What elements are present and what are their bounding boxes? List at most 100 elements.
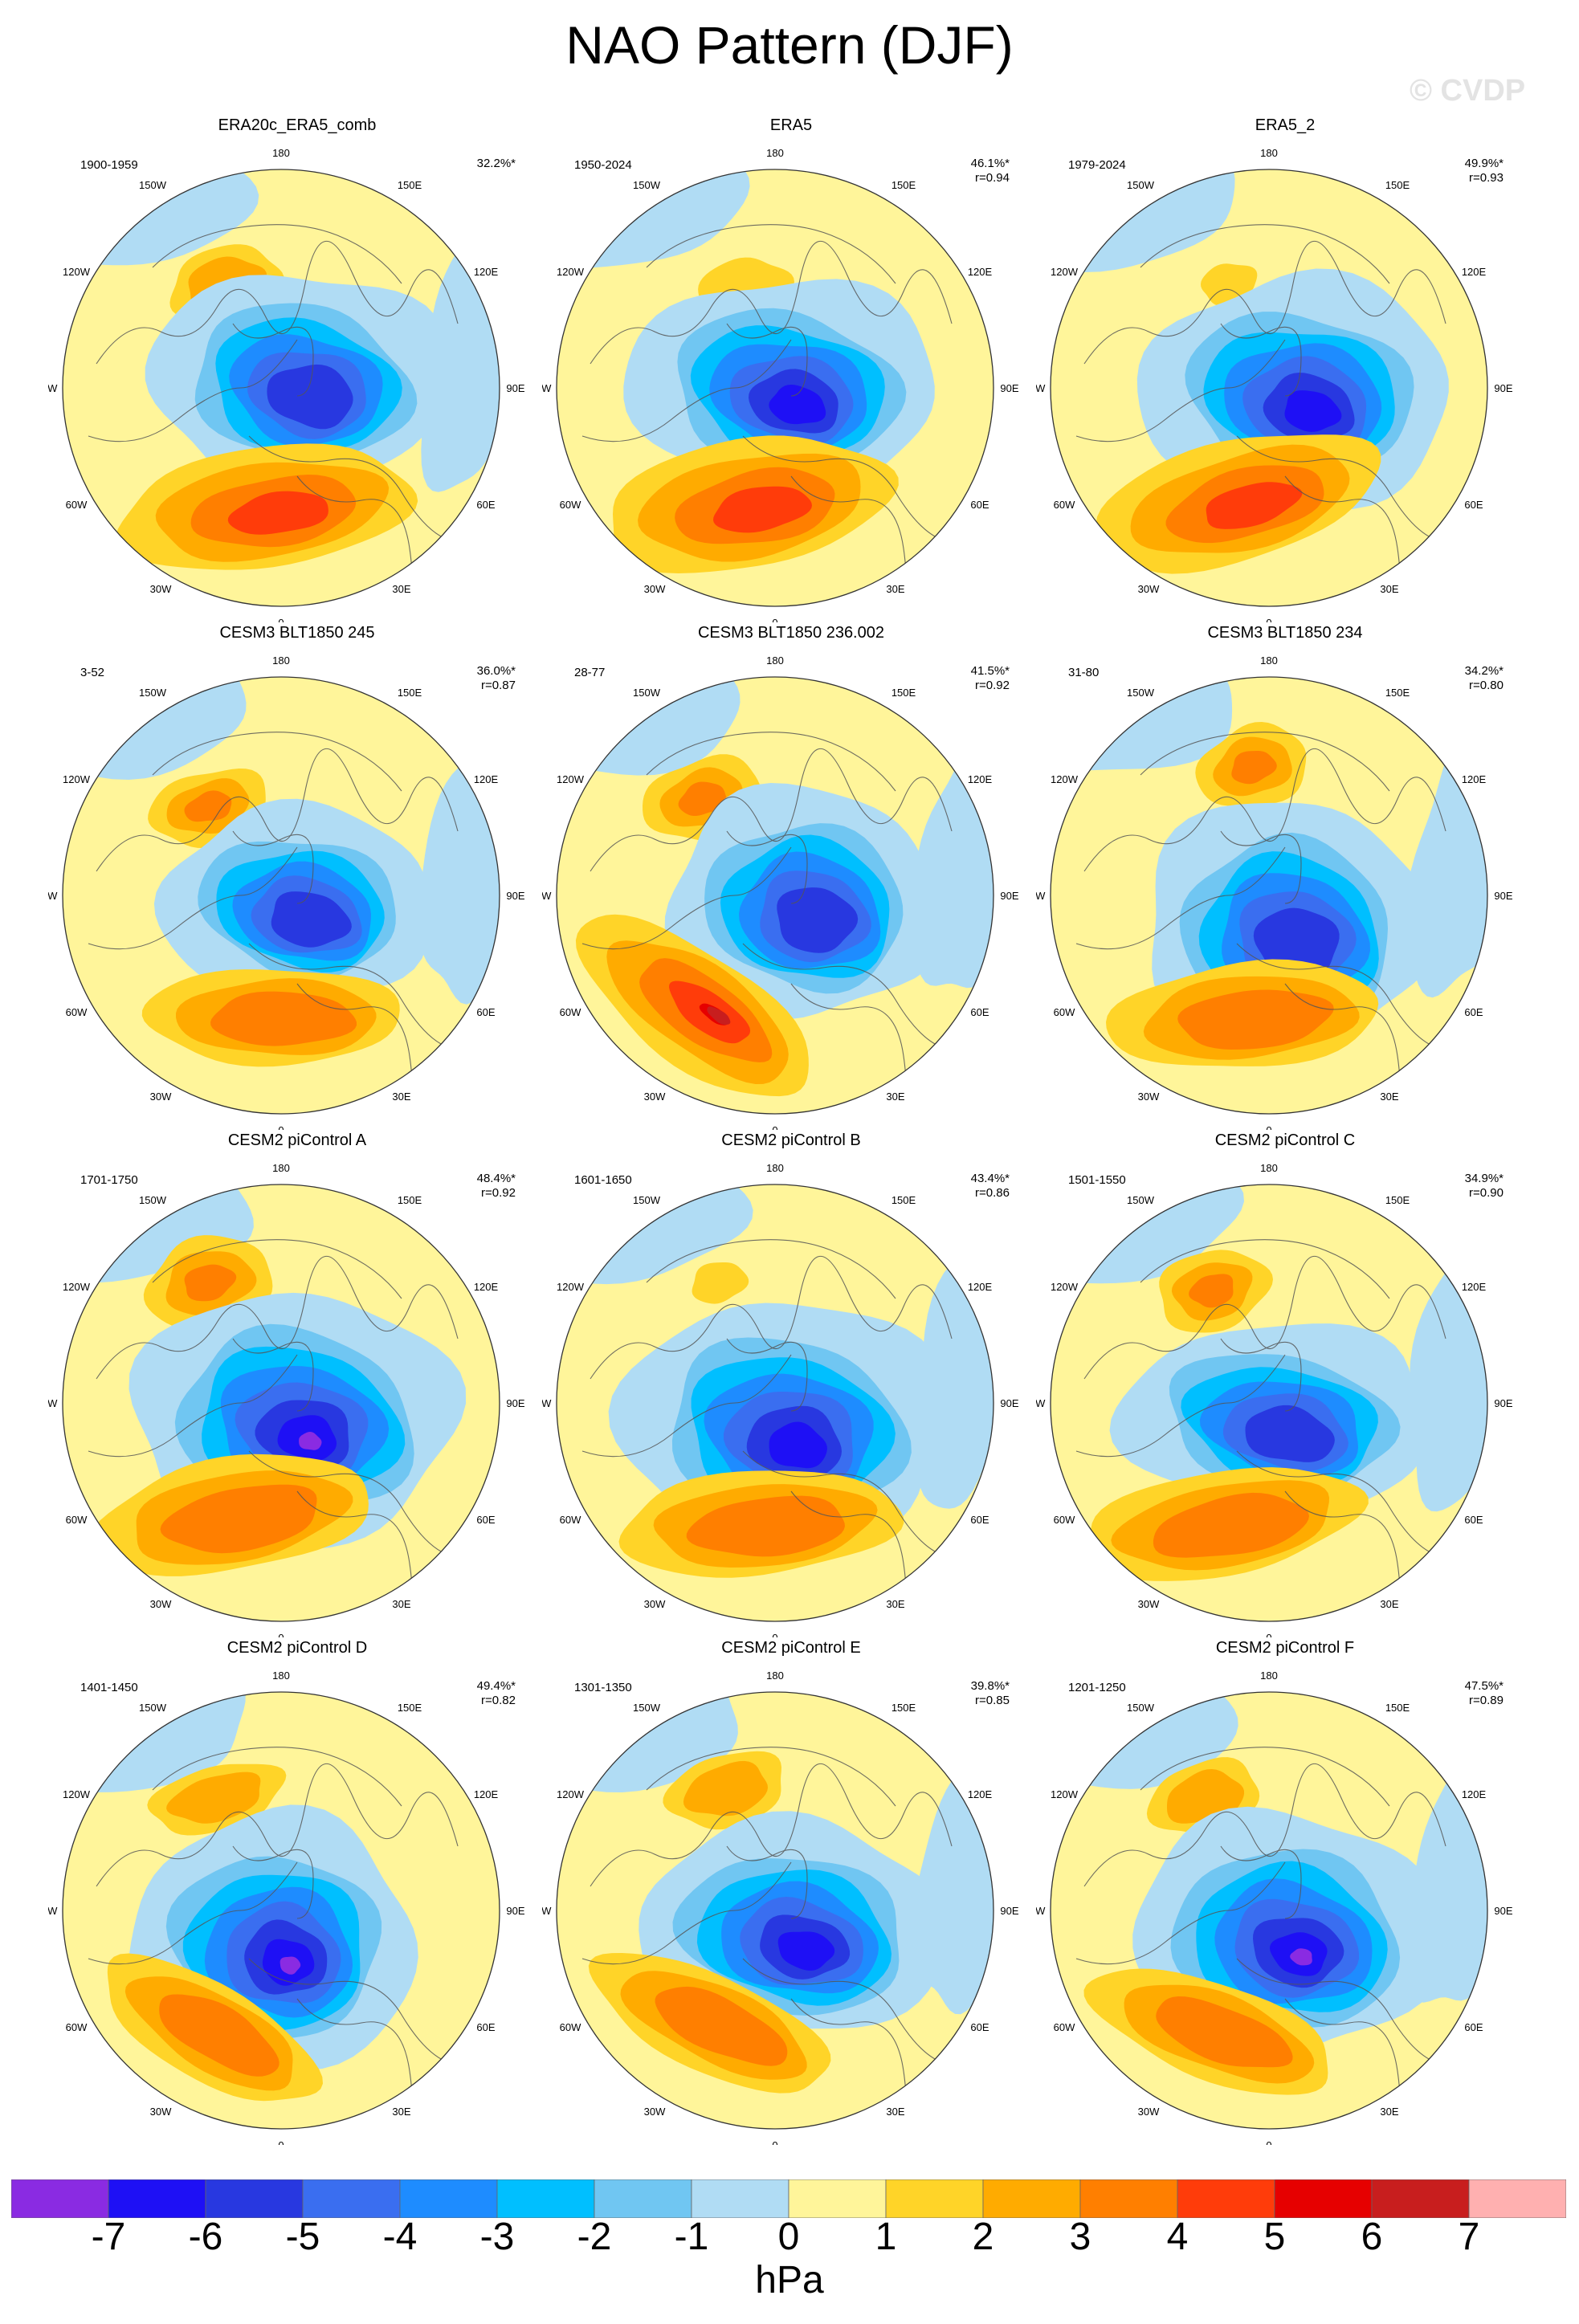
longitude-label: 0 [278, 1632, 284, 1637]
contour-region [271, 891, 352, 948]
panel-title: ERA5 [769, 116, 813, 134]
panel-years: 1301-1350 [574, 1681, 632, 1694]
longitude-label: 30W [644, 1091, 666, 1103]
panel-stats: 48.4%* r=0.92 [435, 1172, 516, 1201]
contour-region [1156, 1996, 1293, 2068]
colorbar-tick-label: 3 [1069, 2216, 1091, 2258]
coastlines [581, 732, 953, 1114]
panel-corr: r=0.92 [481, 1186, 516, 1200]
longitude-label: 30E [392, 583, 410, 595]
colorbar-swatch [788, 2179, 887, 2218]
longitude-label: 30W [150, 2106, 172, 2118]
longitude-label: 0 [1266, 617, 1271, 622]
longitude-label: 120W [557, 1281, 585, 1293]
longitude-label: 90W [48, 890, 58, 902]
coastline [96, 1763, 459, 1887]
map-field [1051, 1184, 1487, 1621]
colorbar-swatch [691, 2179, 790, 2218]
longitude-label: 60E [970, 499, 989, 511]
panel-title: CESM3 BLT1850 236.002 [697, 624, 884, 642]
map-panel: 180 150E 150W 120E 120W 90E 90W 60E 60W 30E 30W 0 C… [1036, 624, 1534, 1130]
longitude-label: 120E [1462, 773, 1487, 785]
map-border [556, 169, 994, 607]
longitude-label: 60E [970, 1006, 989, 1018]
contour-region [299, 1432, 322, 1450]
map-field [63, 1184, 500, 1621]
longitude-label: 90E [506, 890, 524, 902]
coastline [96, 240, 459, 365]
colorbar-tick-label: 1 [875, 2216, 897, 2258]
panel-years: 1979-2024 [1068, 158, 1126, 172]
map-field [63, 169, 500, 606]
longitude-label: 0 [1266, 1632, 1271, 1637]
longitude-label: 150E [398, 179, 422, 191]
coastline [1236, 1958, 1438, 2064]
colorbar-tick-label: -7 [91, 2216, 126, 2258]
contour-region [1177, 989, 1334, 1050]
longitude-label: 60E [476, 1514, 495, 1526]
panel-pct: 46.1%* [970, 157, 1010, 170]
coastlines [581, 1747, 953, 2129]
colorbar-swatch [885, 2179, 984, 2218]
panel-pct: 49.9%* [1464, 157, 1504, 170]
longitude-label: 150W [633, 1702, 661, 1714]
colorbar-tick-label: 7 [1458, 2216, 1480, 2258]
map-field [63, 1692, 500, 2129]
map-border [1050, 1691, 1488, 2130]
longitude-label: 120W [557, 1788, 585, 1800]
map-panel: 180 150E 150W 120E 120W 90E 90W 60E 60W 30E 30W 0 C… [48, 1131, 546, 1637]
panel-stats: 34.9%* r=0.90 [1423, 1172, 1504, 1201]
longitude-label: 60W [560, 499, 581, 511]
map-border [62, 676, 500, 1115]
panel-years: 1201-1250 [1068, 1681, 1126, 1694]
contour-region [1206, 482, 1303, 529]
longitude-label: 90W [1036, 1905, 1046, 1917]
map-border [556, 676, 994, 1115]
longitude-label: 150W [139, 179, 167, 191]
longitude-label: 60E [970, 2021, 989, 2033]
coastline [248, 435, 451, 541]
coastline [1236, 435, 1438, 541]
colorbar-tick-label: -6 [188, 2216, 223, 2258]
coastline [742, 1450, 945, 1556]
longitude-label: 120W [557, 266, 585, 278]
longitude-label: 0 [278, 2139, 284, 2145]
longitude-label: 90E [1000, 1905, 1018, 1917]
longitude-label: 180 [766, 147, 784, 159]
polar-map: 180 150E 150W 120E 120W 90E 90W 60E 60W 30E 30W 0 [1036, 1162, 1513, 1637]
coastline [590, 748, 953, 872]
longitude-label: 30E [392, 1091, 410, 1103]
longitude-label: 180 [272, 1670, 290, 1682]
panel-title: ERA5_2 [1255, 116, 1316, 134]
longitude-label: 30E [886, 2106, 904, 2118]
colorbar-swatch [11, 2179, 109, 2218]
longitude-label: 90E [506, 1905, 524, 1917]
contour-region [777, 1931, 835, 1971]
coastline [232, 1338, 314, 1412]
panel-years: 1501-1550 [1068, 1173, 1126, 1187]
map-panel: 180 150E 150W 120E 120W 90E 90W 60E 60W 30E 30W 0 C… [48, 624, 546, 1130]
map-border [1050, 676, 1488, 1115]
coastline [646, 1239, 896, 1299]
polar-map: 180 150E 150W 120E 120W 90E 90W 60E 60W 30E 30W 0 [542, 1162, 1019, 1637]
colorbar-tick-label: 2 [972, 2216, 994, 2258]
contour-region [655, 1986, 788, 2066]
panel-stats: 39.8%* r=0.85 [929, 1679, 1010, 1708]
longitude-label: 90E [506, 382, 524, 394]
coastline [1220, 830, 1302, 904]
polar-map: 180 150E 150W 120E 120W 90E 90W 60E 60W 30E 30W 0 [1036, 654, 1513, 1130]
contour-region [267, 364, 353, 430]
coastline [88, 1861, 298, 1965]
coastline [726, 1338, 808, 1412]
coastline [646, 732, 896, 792]
longitude-label: 30E [392, 1598, 410, 1610]
coastline [152, 224, 402, 284]
longitude-label: 120W [63, 1788, 91, 1800]
coastline [726, 1845, 808, 1919]
panel-pct: 34.2%* [1464, 664, 1504, 678]
longitude-label: 150E [1385, 687, 1410, 699]
longitude-label: 60W [1054, 499, 1075, 511]
coastline [232, 830, 314, 904]
longitude-label: 180 [766, 654, 784, 667]
longitude-label: 90W [48, 1905, 58, 1917]
